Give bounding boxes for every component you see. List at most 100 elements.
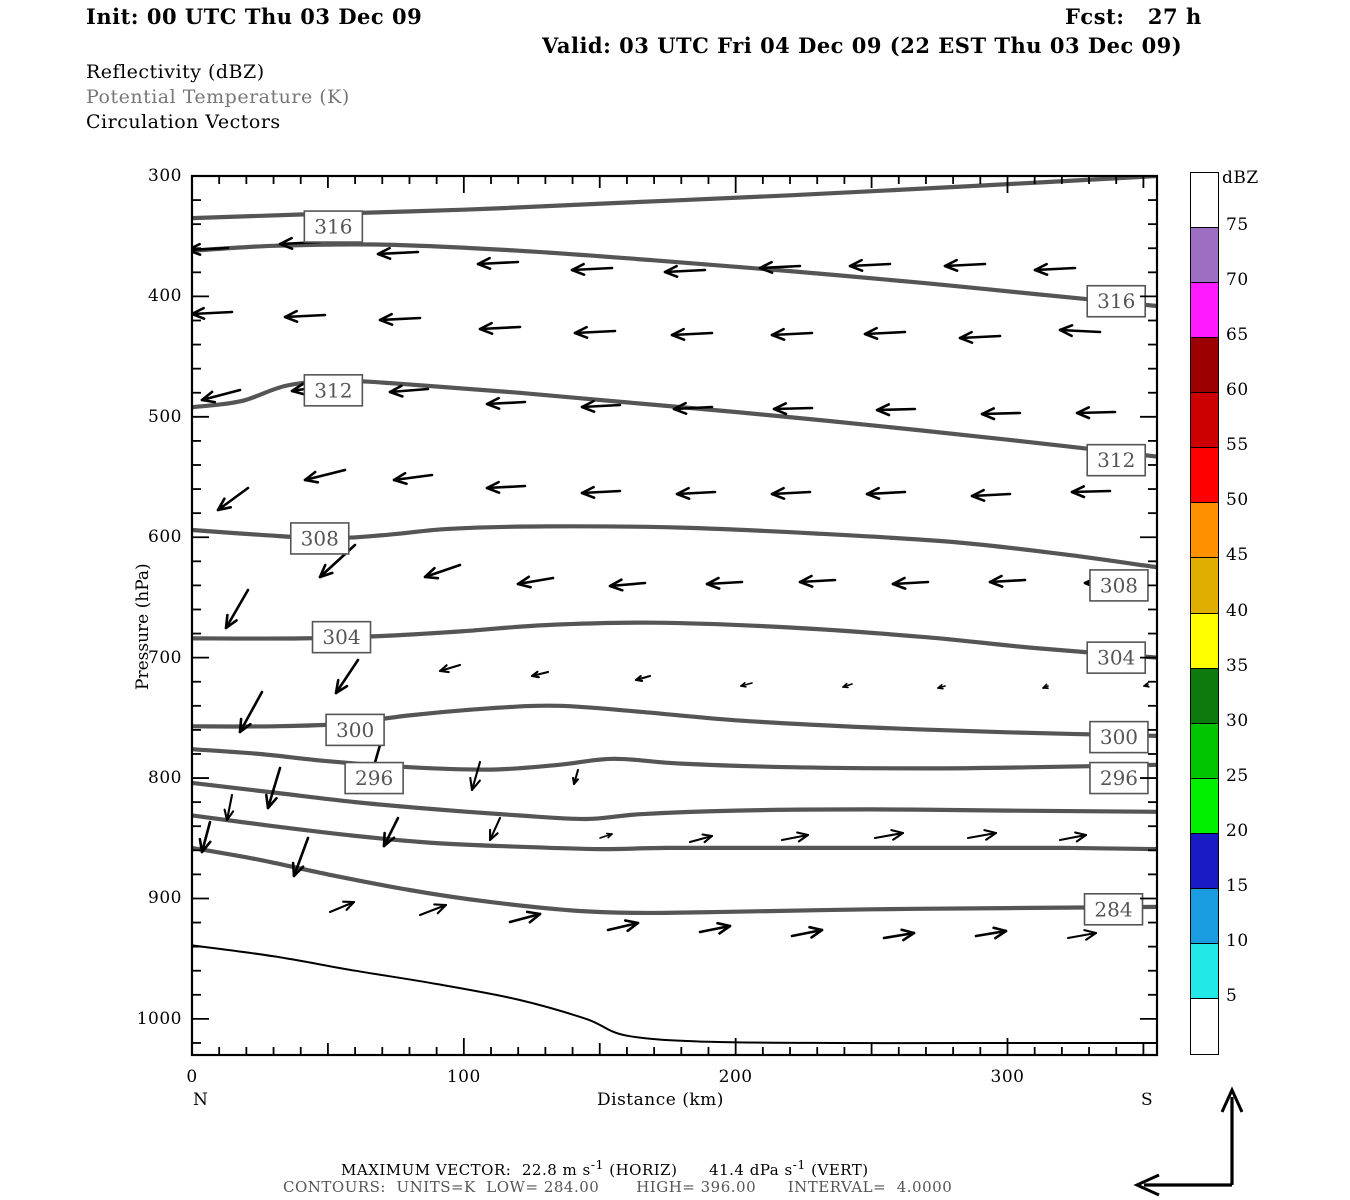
field-label-reflectivity: Reflectivity (dBZ) (86, 61, 265, 83)
contour-label-312: 312 (303, 374, 364, 407)
contour-label-layer: 316 316 312 312 308 308 304 304 300 300 296 296 284 (289, 210, 1149, 926)
circulation-vector-layer (192, 236, 1150, 942)
max-vector-vert-exponent: -1 (792, 1157, 806, 1172)
circulation-vector (943, 258, 987, 272)
colorbar-cell (1190, 282, 1219, 339)
colorbar-tick-label: 30 (1226, 710, 1249, 731)
x-axis-left-endpoint: N (193, 1090, 209, 1110)
circulation-vector (758, 260, 802, 274)
init-time-label: Init: 00 UTC Thu 03 Dec 09 (86, 4, 423, 29)
circulation-vector (798, 574, 837, 588)
colorbar-cell (1190, 887, 1219, 944)
circulation-vector (974, 926, 1008, 940)
circulation-vector (265, 766, 282, 810)
y-tick-label: 300 (148, 166, 182, 186)
circulation-vector (608, 578, 647, 592)
svg-text:300: 300 (1100, 725, 1138, 749)
svg-text:284: 284 (1094, 897, 1132, 921)
svg-text:312: 312 (1097, 448, 1135, 472)
circulation-vector (388, 384, 430, 398)
colorbar-tick-label: 75 (1226, 215, 1249, 236)
circulation-vector (670, 327, 714, 341)
colorbar-cell (1190, 227, 1219, 284)
contours-label: CONTOURS: UNITS=K (283, 1178, 476, 1196)
y-tick-label: 1000 (136, 1008, 182, 1029)
colorbar-cell (1190, 612, 1219, 669)
valid-time-label: Valid: 03 UTC Fri 04 Dec 09 (22 EST Thu … (542, 33, 1183, 58)
circulation-vector (780, 831, 810, 843)
circulation-vector (698, 921, 732, 935)
circulation-vector (291, 836, 310, 878)
circulation-vector (392, 471, 434, 485)
colorbar-tick-label: 50 (1226, 490, 1249, 511)
y-tick-label: 900 (148, 888, 182, 909)
x-tick-label: 300 (990, 1067, 1025, 1087)
colorbar-tick-label: 20 (1226, 820, 1249, 841)
colorbar-tick-label: 70 (1226, 270, 1249, 291)
terrain-line (192, 944, 1157, 1045)
colorbar-cell (1190, 722, 1219, 779)
x-axis-title: Distance (km) (597, 1090, 724, 1110)
circulation-vector (634, 674, 652, 682)
x-tick-label: 100 (446, 1067, 481, 1087)
forecast-hour-label: Fcst: 27 h (1065, 4, 1202, 29)
colorbar-tick-label: 25 (1226, 765, 1249, 786)
colorbar-cell (1190, 337, 1219, 394)
circulation-vector (672, 401, 714, 415)
circulation-vector (1033, 262, 1077, 276)
circulation-vector (1143, 682, 1150, 688)
circulation-vector (863, 326, 907, 340)
contour-high-label: HIGH= (636, 1178, 696, 1196)
y-tick-label: 400 (148, 286, 182, 307)
y-tick-label: 500 (148, 406, 182, 427)
circulation-vector (688, 833, 714, 844)
circulation-vector (530, 670, 550, 679)
max-vector-line: MAXIMUM VECTOR: 22.8 m s-1 (HORIZ) 41.4 … (341, 1157, 869, 1179)
circulation-vector (485, 396, 527, 410)
circulation-vector (376, 246, 420, 260)
circulation-vector (882, 928, 916, 942)
svg-text:304: 304 (1097, 646, 1135, 670)
theta-contour-284 (192, 845, 1157, 916)
svg-text:296: 296 (355, 766, 393, 790)
plot-frame (190, 174, 1159, 1057)
contour-low-label: LOW= (486, 1178, 539, 1196)
colorbar-tick-label: 5 (1226, 985, 1238, 1006)
circulation-vector (958, 330, 1002, 344)
circulation-vector (382, 816, 400, 848)
circulation-vector (224, 588, 250, 630)
colorbar-cell (1190, 447, 1219, 504)
max-vector-label: MAXIMUM VECTOR: (341, 1161, 512, 1179)
colorbar-cell (1190, 997, 1219, 1055)
field-label-potential-temperature: Potential Temperature (K) (86, 86, 350, 108)
colorbar-tick-label: 15 (1226, 875, 1249, 896)
y-tick-label: 800 (148, 768, 182, 789)
contour-label-316: 316 (303, 210, 364, 243)
colorbar-cell (1190, 392, 1219, 449)
circulation-vector (1058, 324, 1102, 338)
circulation-vector (469, 760, 482, 792)
circulation-vector (192, 242, 230, 256)
contour-label-308: 308 (1089, 569, 1149, 602)
circulation-vector (966, 829, 998, 841)
x-tick-label: 0 (186, 1067, 198, 1087)
circulation-vector (873, 829, 905, 841)
contour-high-value: 396.00 (700, 1178, 757, 1196)
contour-interval-label: INTERVAL= (787, 1178, 887, 1196)
circulation-vector (508, 910, 542, 924)
circulation-vector (740, 682, 753, 688)
circulation-vector (303, 468, 347, 484)
circulation-vector (572, 768, 580, 786)
svg-text:312: 312 (314, 378, 352, 402)
circulation-vector (1066, 929, 1098, 941)
contour-label-312: 312 (1086, 443, 1147, 477)
circulation-vector (970, 488, 1012, 502)
circulation-vector (223, 793, 235, 822)
max-vector-vert-value: 41.4 dPa s (709, 1161, 793, 1179)
circulation-vector (378, 312, 422, 326)
circulation-vector (1042, 683, 1049, 689)
circulation-vector (848, 258, 892, 272)
theta-contour-316 (192, 242, 1157, 309)
circulation-vector (580, 399, 622, 413)
